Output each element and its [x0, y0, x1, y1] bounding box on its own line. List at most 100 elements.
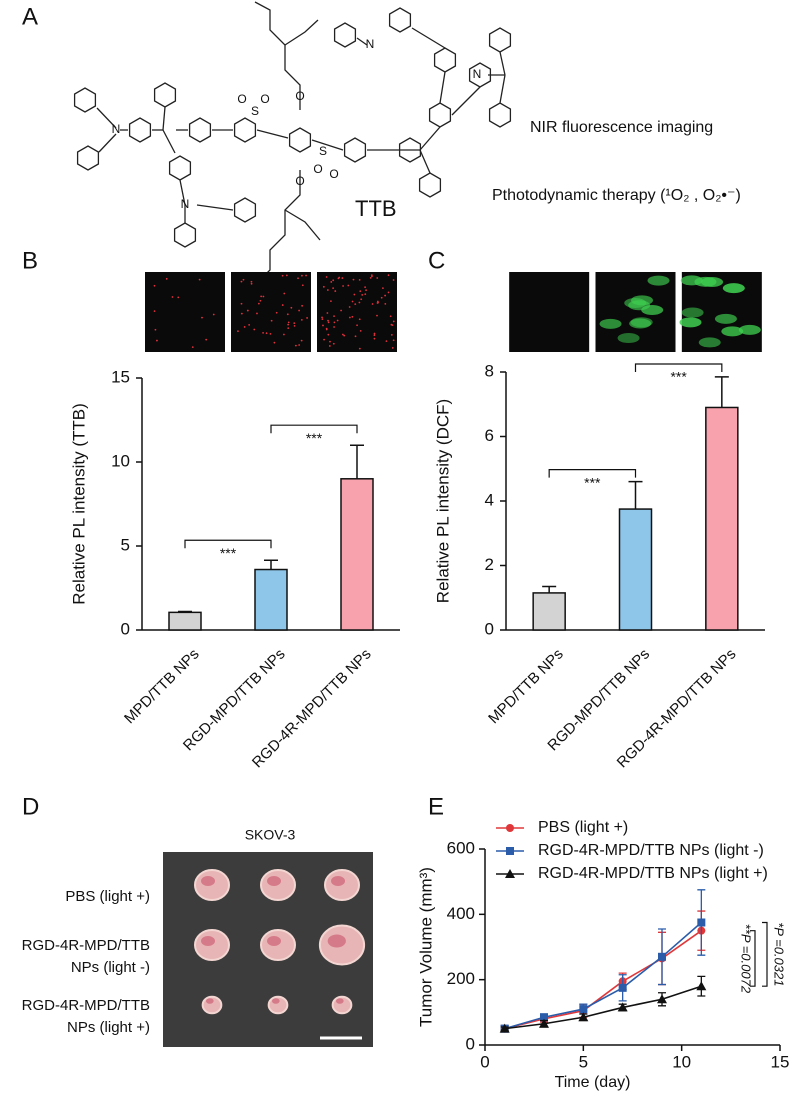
signal-dot: [333, 315, 335, 318]
signal-dot: [338, 276, 341, 279]
signal-dot: [270, 319, 273, 322]
signal-dot: [328, 345, 331, 347]
signal-dot: [341, 277, 344, 279]
panel-label: D: [22, 793, 39, 820]
ring: [73, 87, 97, 113]
signal-dot: [327, 319, 329, 322]
signal-dot: [332, 342, 335, 345]
cell: [698, 337, 721, 348]
signal-dot: [293, 322, 296, 325]
cell: [617, 333, 640, 344]
bond: [179, 179, 186, 206]
signal-dot: [392, 339, 395, 342]
photo-title: SKOV-3: [245, 827, 296, 843]
signal-dot: [371, 275, 373, 278]
signal-dot: [283, 292, 286, 295]
signal-dot: [369, 276, 372, 279]
micrograph: [145, 272, 225, 352]
bond: [96, 107, 117, 129]
signal-dot: [248, 323, 251, 326]
signal-dot: [273, 341, 276, 344]
signal-dot: [358, 278, 361, 281]
panel-label: B: [22, 247, 38, 274]
y-axis-title: Tumor Volume (mm³): [416, 867, 435, 1027]
marker: [657, 994, 667, 1004]
signal-dot: [165, 277, 168, 280]
signal-dot: [336, 319, 339, 322]
signal-dot: [153, 310, 156, 313]
marker: [658, 952, 666, 961]
signal-dot: [205, 338, 208, 341]
row-label: RGD-4R-MPD/TTB: [22, 997, 150, 1014]
bond: [162, 106, 166, 131]
signal-dot: [325, 328, 328, 331]
signal-dot: [322, 324, 324, 327]
signal-dot: [354, 335, 357, 338]
significance-label: *P =0.0321: [772, 922, 787, 986]
tumor-highlight: [267, 876, 281, 886]
signal-dot: [237, 330, 239, 333]
signal-dot: [364, 286, 367, 289]
significance-label: ***: [220, 545, 237, 561]
cell: [679, 317, 702, 328]
alkyl-chain: [254, 170, 301, 286]
signal-dot: [330, 300, 332, 303]
signal-dot: [373, 337, 376, 340]
tumor-highlight: [331, 876, 345, 886]
signal-dot: [334, 290, 337, 292]
legend-label: PBS (light +): [538, 819, 628, 836]
signal-dot: [389, 315, 392, 318]
x-axis-title: Time (day): [555, 1074, 631, 1091]
signal-dot: [322, 285, 325, 288]
y-tick-label: 200: [447, 969, 475, 988]
signal-dot: [364, 293, 367, 296]
ring: [76, 145, 100, 171]
cell: [721, 326, 744, 337]
signal-dot: [293, 324, 296, 327]
bar: [532, 592, 566, 631]
x-tick-label: 0: [480, 1052, 489, 1071]
signal-dot: [358, 301, 361, 304]
bond: [256, 129, 289, 139]
series-line: [504, 985, 702, 1030]
y-tick-label: 6: [485, 426, 494, 445]
signal-dot: [351, 300, 354, 303]
signal-dot: [376, 277, 379, 279]
significance-label: **P =0.0072: [739, 924, 754, 994]
series-line: [504, 930, 702, 1030]
signal-dot: [321, 316, 323, 319]
significance-bracket: [184, 539, 272, 549]
signal-dot: [358, 318, 361, 321]
atom-label: O: [295, 174, 304, 188]
atom-label: O: [260, 92, 269, 106]
signal-dot: [371, 303, 374, 305]
significance-bracket: [750, 930, 756, 987]
compound-name: TTB: [355, 196, 397, 221]
signal-dot: [287, 327, 290, 330]
signal-dot: [361, 294, 364, 296]
x-tick-label: MPD/TTB NPs: [121, 646, 203, 728]
marker: [618, 983, 627, 992]
bond: [196, 204, 234, 211]
ring: [128, 117, 152, 143]
cell: [599, 318, 622, 329]
bar: [254, 568, 288, 631]
bond: [419, 126, 441, 151]
panel-label: C: [428, 247, 445, 274]
signal-dot: [294, 344, 297, 347]
ring: [333, 22, 357, 48]
signal-dot: [348, 316, 351, 319]
ring: [433, 47, 457, 73]
cell: [629, 318, 652, 329]
row-label: NPs (light -): [71, 959, 150, 976]
significance-label: ***: [670, 369, 687, 385]
row-label: PBS (light +): [65, 888, 150, 905]
marker: [506, 847, 514, 855]
cell: [624, 297, 647, 308]
signal-dot: [370, 274, 373, 277]
error-bar: [542, 585, 557, 593]
signal-dot: [360, 298, 363, 301]
signal-dot: [351, 315, 354, 318]
micrograph: [317, 272, 397, 352]
signal-dot: [301, 284, 304, 287]
